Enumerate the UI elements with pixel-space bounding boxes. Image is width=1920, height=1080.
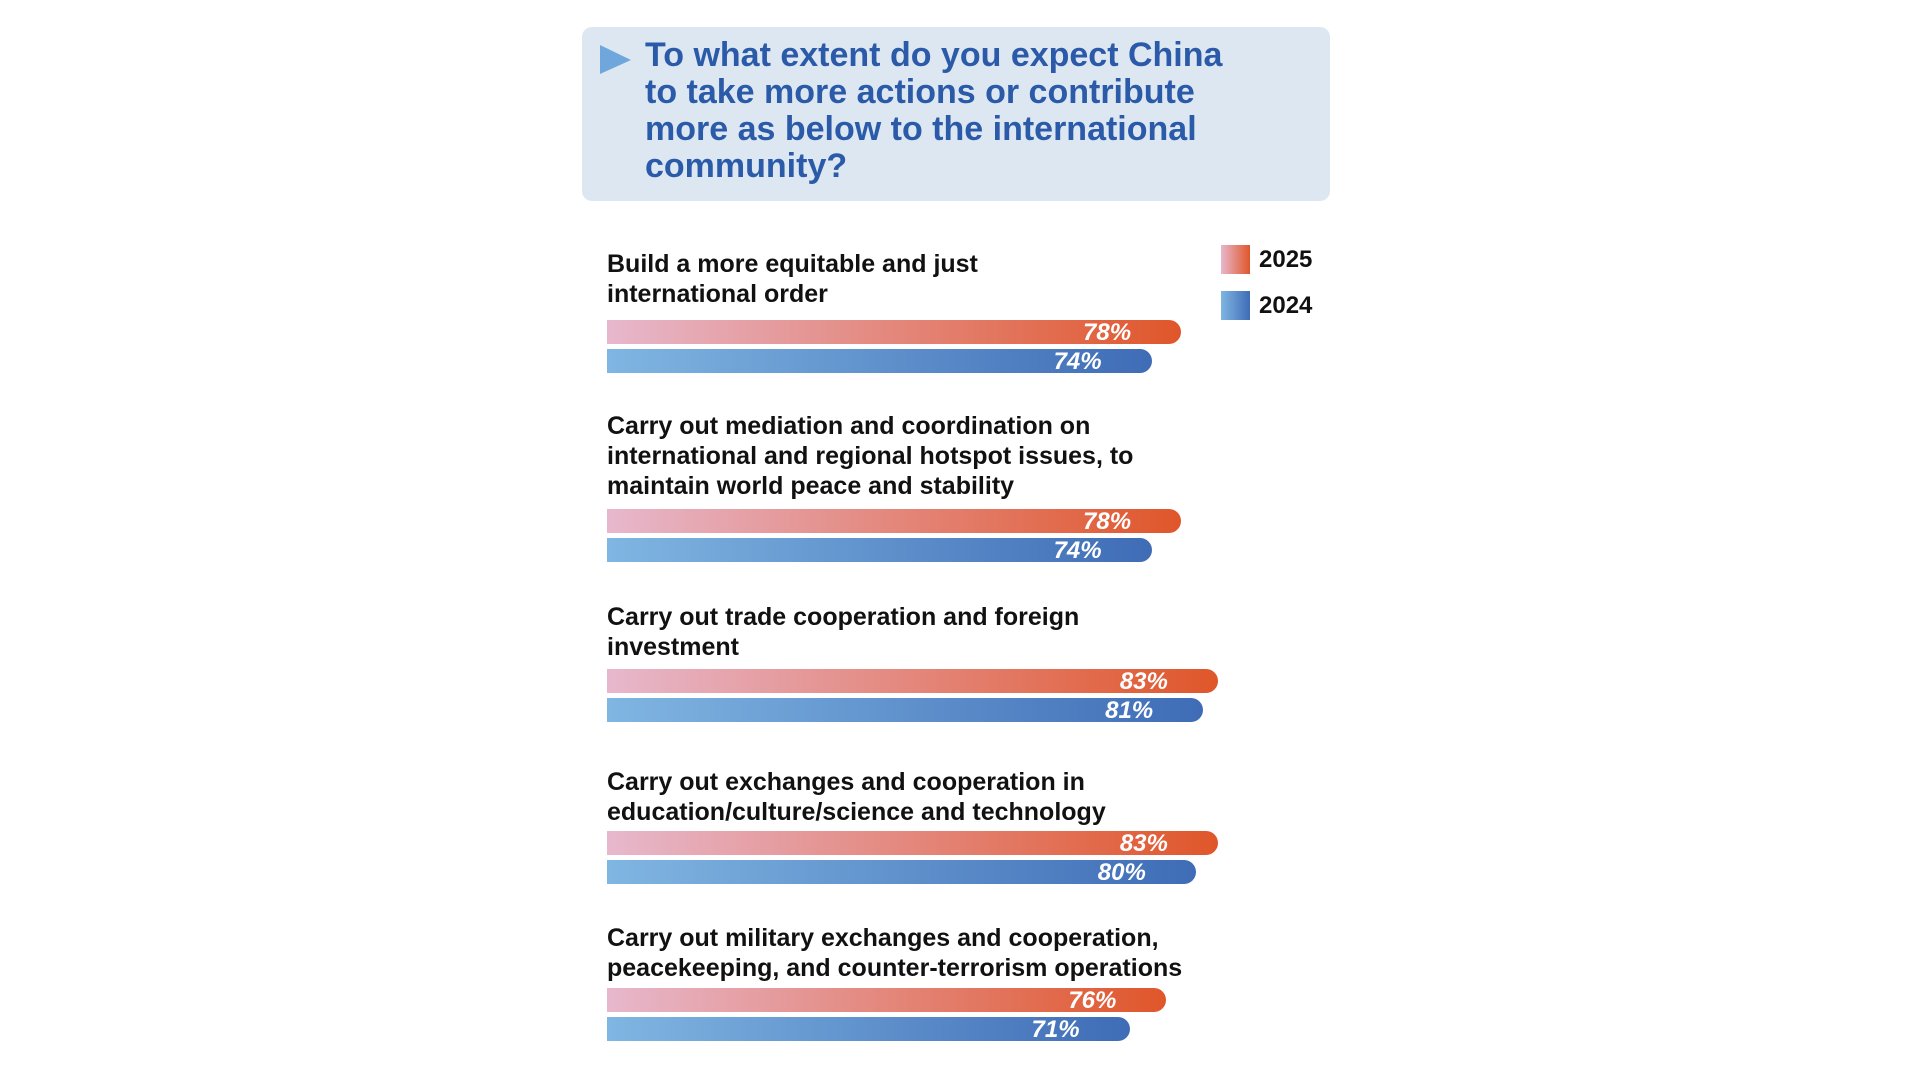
value-label: 81% <box>1105 697 1154 724</box>
value-label: 74% <box>1053 537 1102 564</box>
legend-label: 2025 <box>1259 246 1313 273</box>
bar <box>607 320 1182 344</box>
bar <box>607 831 1218 855</box>
title-line: community? <box>645 147 848 185</box>
title-line: more as below to the international <box>645 110 1197 148</box>
category-label: maintain world peace and stability <box>607 472 1015 500</box>
bar <box>607 349 1152 373</box>
category-label: Carry out military exchanges and coopera… <box>607 924 1159 952</box>
bar <box>607 509 1182 533</box>
bar <box>607 1017 1130 1041</box>
category-label: Carry out trade cooperation and foreign <box>607 603 1080 631</box>
legend-swatch <box>1221 291 1250 320</box>
legend-swatch <box>1221 245 1250 274</box>
value-label: 78% <box>1083 319 1132 346</box>
category-label: Carry out mediation and coordination on <box>607 412 1091 440</box>
value-label: 71% <box>1031 1016 1080 1043</box>
category-label: peacekeeping, and counter-terrorism oper… <box>607 954 1183 982</box>
title-box <box>582 27 1330 201</box>
category-label: Carry out exchanges and cooperation in <box>607 768 1085 796</box>
category-label: international and regional hotspot issue… <box>607 442 1134 470</box>
value-label: 83% <box>1119 830 1168 857</box>
bar <box>607 698 1204 722</box>
title-line: To what extent do you expect China <box>645 36 1223 74</box>
category-label: Build a more equitable and just <box>607 250 978 278</box>
title-arrow <box>600 45 631 74</box>
title-line: to take more actions or contribute <box>645 73 1195 111</box>
bar <box>607 538 1152 562</box>
bar <box>607 860 1196 884</box>
legend-label: 2024 <box>1259 292 1313 319</box>
bar <box>607 988 1167 1012</box>
category-label: education/culture/science and technology <box>607 798 1106 826</box>
value-label: 74% <box>1053 348 1102 375</box>
value-label: 78% <box>1083 508 1132 535</box>
category-label: investment <box>607 633 739 661</box>
value-label: 83% <box>1119 668 1168 695</box>
value-label: 80% <box>1097 859 1146 886</box>
category-label: international order <box>607 280 828 308</box>
value-label: 76% <box>1068 987 1117 1014</box>
arrow-shape <box>600 45 631 74</box>
bar <box>607 669 1218 693</box>
